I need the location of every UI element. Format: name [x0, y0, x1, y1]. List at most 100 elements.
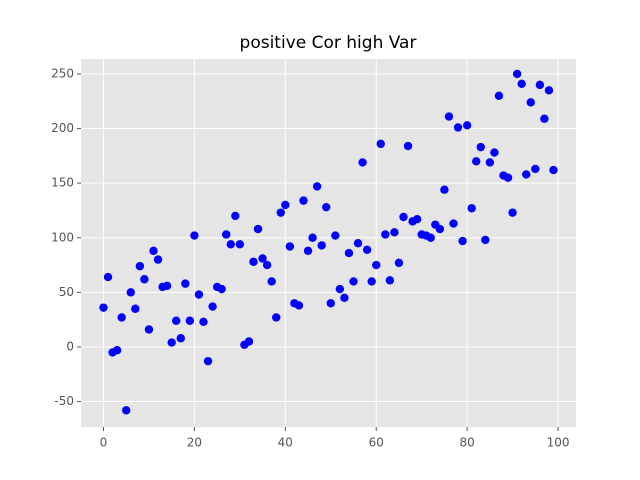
point: [285, 242, 295, 251]
point: [399, 212, 408, 222]
point: [453, 123, 463, 132]
point: [112, 346, 122, 355]
point: [362, 245, 372, 254]
y-tick-label: 250: [51, 66, 74, 80]
point: [103, 272, 113, 282]
point: [226, 240, 235, 249]
point: [385, 276, 395, 285]
point: [194, 290, 204, 299]
x-tick-label: 40: [278, 436, 293, 450]
point: [135, 261, 145, 271]
point: [153, 255, 163, 264]
point: [231, 211, 240, 221]
y-tick-label: 100: [51, 230, 74, 244]
plot-area: [81, 59, 576, 427]
point: [167, 338, 176, 347]
point: [526, 98, 535, 107]
point: [522, 170, 531, 179]
point: [512, 69, 522, 79]
point: [435, 224, 445, 234]
point: [381, 230, 390, 239]
point: [299, 196, 308, 205]
point: [281, 200, 290, 210]
point: [372, 260, 381, 270]
point: [544, 86, 554, 95]
point: [444, 112, 454, 121]
point: [440, 185, 449, 194]
point: [294, 301, 304, 310]
point: [462, 121, 472, 130]
point: [149, 246, 158, 256]
point: [472, 157, 481, 166]
point: [185, 316, 195, 325]
y-tick-label: -50: [54, 394, 74, 408]
y-tick-label: 150: [51, 176, 74, 190]
point: [144, 325, 154, 334]
point: [172, 316, 181, 325]
point: [244, 337, 254, 346]
point: [340, 293, 349, 303]
point: [412, 214, 422, 224]
point: [490, 148, 499, 157]
point: [203, 356, 213, 366]
point: [349, 277, 358, 286]
point: [331, 231, 340, 240]
point: [199, 317, 208, 327]
point: [181, 279, 190, 288]
x-tick-label: 80: [459, 436, 474, 450]
point: [190, 231, 199, 240]
point: [208, 302, 217, 311]
point: [131, 304, 140, 313]
point: [99, 303, 108, 312]
point: [517, 79, 526, 88]
x-tick-label: 60: [369, 436, 384, 450]
y-tick-label: 50: [59, 285, 74, 299]
point: [531, 164, 540, 174]
point: [317, 241, 326, 250]
point: [303, 246, 313, 256]
point: [458, 236, 467, 246]
point: [390, 228, 399, 237]
point: [540, 114, 549, 123]
point: [117, 313, 126, 322]
point: [494, 91, 504, 101]
point: [503, 173, 513, 182]
point: [394, 258, 404, 268]
point: [140, 275, 149, 284]
point: [262, 260, 272, 270]
point: [376, 139, 385, 149]
point: [276, 208, 285, 217]
point: [403, 141, 413, 151]
point: [122, 406, 131, 415]
point: [176, 334, 185, 343]
x-tick-label: 0: [100, 436, 108, 450]
point: [344, 248, 354, 258]
point: [253, 224, 263, 234]
point: [485, 158, 495, 167]
y-tick-label: 0: [66, 339, 74, 353]
point: [476, 142, 485, 152]
point: [535, 80, 545, 90]
point: [272, 313, 281, 322]
x-tick-label: 100: [547, 436, 570, 450]
point: [467, 204, 476, 213]
x-tick-label: 20: [187, 436, 202, 450]
point: [249, 257, 258, 266]
point: [326, 299, 335, 308]
point: [481, 235, 490, 245]
point: [308, 233, 317, 242]
point: [312, 182, 322, 191]
point: [267, 277, 276, 286]
point: [217, 284, 226, 294]
point: [162, 281, 172, 291]
point: [367, 277, 376, 286]
point: [353, 239, 363, 248]
point: [235, 240, 245, 249]
point: [449, 219, 458, 228]
point: [258, 254, 267, 263]
chart-title: positive Cor high Var: [240, 33, 417, 53]
point: [126, 288, 135, 297]
point: [549, 165, 558, 175]
point: [358, 158, 367, 167]
